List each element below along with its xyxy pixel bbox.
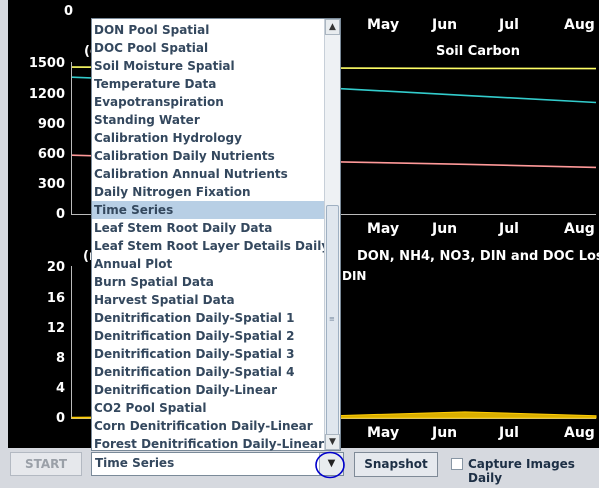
dropdown-option[interactable]: Denitrification Daily-Linear (94, 383, 277, 397)
dropdown-option[interactable]: Standing Water (94, 113, 200, 127)
dropdown-option[interactable]: Temperature Data (94, 77, 217, 91)
start-button[interactable]: START (10, 452, 82, 476)
dropdown-scrollbar[interactable]: ▲ ≡ ▼ (324, 19, 340, 450)
x-tick: Aug (564, 425, 595, 441)
dropdown-option[interactable]: DON Pool Spatial (94, 23, 210, 37)
x-tick: May (367, 17, 400, 33)
scroll-down-button[interactable]: ▼ (325, 434, 340, 450)
dropdown-option[interactable]: Forest Denitrification Daily-Linear (94, 437, 325, 451)
chart-title: DON, NH4, NO3, DIN and DOC Loss (357, 249, 599, 264)
capture-images-checkbox[interactable] (451, 458, 463, 470)
x-tick: Jul (499, 425, 519, 441)
y-tick: 12 (46, 321, 65, 336)
annotation-circle (315, 451, 345, 479)
snapshot-button[interactable]: Snapshot (354, 452, 438, 477)
dropdown-option[interactable]: Denitrification Daily-Spatial 2 (94, 329, 295, 343)
y-tick: 600 (37, 147, 65, 162)
dropdown-option[interactable]: Calibration Daily Nutrients (94, 149, 275, 163)
dropdown-option[interactable]: Calibration Annual Nutrients (94, 167, 288, 181)
dropdown-option[interactable]: Evapotranspiration (94, 95, 224, 109)
y-tick: 300 (37, 177, 65, 192)
dropdown-option[interactable]: Burn Spatial Data (94, 275, 214, 289)
y-tick: 900 (37, 117, 65, 132)
combo-arrow-button[interactable]: ▼ (319, 453, 343, 475)
dropdown-option[interactable]: Denitrification Daily-Spatial 3 (94, 347, 295, 361)
x-tick: Aug (564, 221, 595, 237)
y-tick: 1200 (28, 87, 65, 102)
dropdown-option[interactable]: DOC Pool Spatial (94, 41, 209, 55)
output-type-combo[interactable]: Time Series ▼ (91, 452, 344, 476)
capture-images-label: Capture Images Daily (468, 457, 575, 485)
x-tick: May (367, 221, 400, 237)
x-tick: Aug (564, 17, 595, 33)
dropdown-option[interactable]: Leaf Stem Root Layer Details Daily Data (94, 239, 325, 253)
dropdown-option[interactable]: Time Series (92, 201, 325, 219)
dropdown-option[interactable]: Harvest Spatial Data (94, 293, 235, 307)
scroll-up-button[interactable]: ▲ (325, 19, 340, 35)
x-tick: Jul (499, 17, 519, 33)
combo-value: Time Series (95, 456, 175, 470)
dropdown-option[interactable]: Annual Plot (94, 257, 173, 271)
y-tick: 16 (46, 291, 65, 306)
x-tick: Jul (499, 221, 519, 237)
dropdown-option[interactable]: Leaf Stem Root Daily Data (94, 221, 273, 235)
y-tick: 0 (55, 207, 65, 222)
y-tick: 0 (55, 411, 65, 426)
y-tick: 1500 (28, 56, 65, 71)
x-tick: May (367, 425, 400, 441)
dropdown-options: DON Pool Spatial DOC Pool Spatial Soil Moi… (92, 21, 325, 453)
grip-icon: ≡ (329, 315, 335, 323)
x-tick: Jun (432, 425, 458, 441)
y-tick: 20 (46, 260, 65, 275)
chevron-down-icon: ▼ (327, 458, 336, 469)
dropdown-option[interactable]: Denitrification Daily-Spatial 1 (94, 311, 295, 325)
y-tick: 8 (55, 351, 65, 366)
dropdown-option[interactable]: Soil Moisture Spatial (94, 59, 235, 73)
dropdown-option[interactable]: Calibration Hydrology (94, 131, 242, 145)
legend-fragment: DIN (342, 269, 367, 283)
y-tick: 4 (55, 381, 65, 396)
dropdown-option[interactable]: Denitrification Daily-Spatial 4 (94, 365, 295, 379)
chart-title: Soil Carbon (436, 44, 520, 59)
x-tick: Jun (432, 17, 458, 33)
output-type-dropdown-list[interactable]: DON Pool Spatial DOC Pool Spatial Soil Moi… (91, 18, 341, 451)
scroll-thumb[interactable]: ≡ (326, 205, 339, 437)
x-tick: Jun (432, 221, 458, 237)
dropdown-option[interactable]: Corn Denitrification Daily-Linear (94, 419, 313, 433)
dropdown-option[interactable]: CO2 Pool Spatial (94, 401, 207, 415)
dropdown-option[interactable]: Daily Nitrogen Fixation (94, 185, 251, 199)
y-tick: 0 (63, 4, 73, 19)
